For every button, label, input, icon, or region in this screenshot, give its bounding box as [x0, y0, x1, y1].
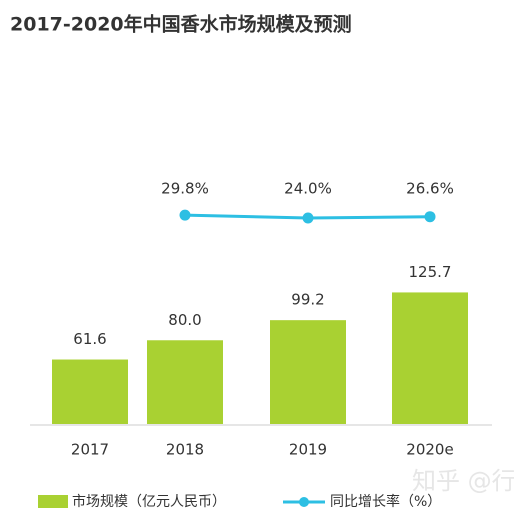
x-tick-label: 2019: [289, 441, 327, 459]
x-tick-label: 2018: [166, 441, 204, 459]
bar-value-label: 61.6: [73, 330, 106, 348]
bar-value-label: 99.2: [291, 291, 324, 309]
growth-value-label: 29.8%: [161, 180, 209, 198]
bar-value-label: 80.0: [168, 311, 201, 329]
x-tick-label: 2017: [71, 441, 109, 459]
chart-title: 2017-2020年中国香水市场规模及预测: [10, 13, 352, 36]
x-tick-label: 2020e: [406, 441, 453, 459]
bar: [52, 359, 128, 424]
growth-value-label: 26.6%: [406, 180, 454, 198]
bar-value-label: 125.7: [409, 263, 452, 281]
growth-value-label: 24.0%: [284, 180, 332, 198]
growth-point: [302, 212, 314, 224]
legend-label: 市场规模（亿元人民币）: [72, 493, 226, 510]
growth-point: [424, 211, 436, 223]
legend-label: 同比增长率（%）: [330, 493, 441, 510]
bar: [147, 340, 223, 424]
legend-swatch: [299, 497, 309, 507]
growth-point: [179, 209, 191, 221]
bar: [270, 320, 346, 424]
watermark: 知乎 @行业报告优选: [412, 467, 514, 495]
legend-swatch: [38, 495, 68, 508]
bar: [392, 292, 468, 424]
